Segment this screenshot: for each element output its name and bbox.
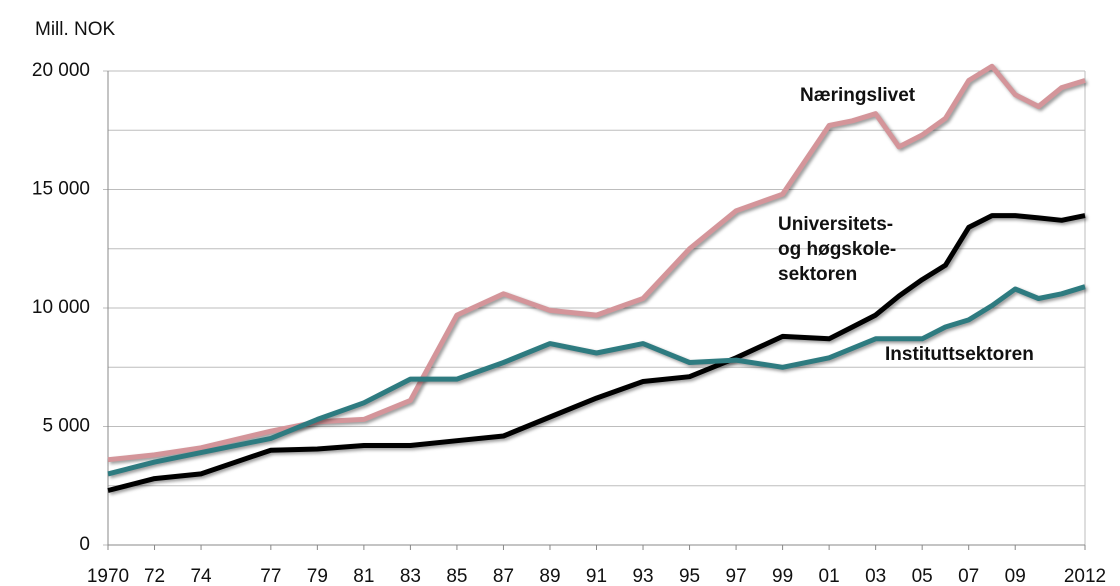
- y-tick-label: 20 000: [32, 60, 90, 81]
- series-label: Næringslivet: [800, 85, 916, 106]
- x-tick-label: 87: [493, 566, 514, 586]
- series-label-line: sektoren: [778, 264, 857, 285]
- x-tick-label: 07: [958, 566, 979, 586]
- x-tick-label: 72: [144, 566, 165, 586]
- x-tick-label: 83: [400, 566, 421, 586]
- x-tick-label: 05: [912, 566, 933, 586]
- x-tick-label: 2012: [1064, 566, 1106, 586]
- x-tick-label: 79: [307, 566, 328, 586]
- y-tick-label: 15 000: [32, 179, 90, 200]
- x-tick-label: 89: [539, 566, 560, 586]
- series-label-line: og høgskole-: [778, 239, 896, 260]
- x-tick-label: 97: [726, 566, 747, 586]
- x-tick-label: 09: [1005, 566, 1026, 586]
- y-tick-label: 0: [79, 534, 90, 555]
- series-label-line: Universitets-: [778, 214, 893, 235]
- x-tick-label: 91: [586, 566, 607, 586]
- series-label: Instituttsektoren: [885, 344, 1034, 365]
- y-tick-label: 10 000: [32, 297, 90, 318]
- x-tick-label: 99: [772, 566, 793, 586]
- y-axis-label: Mill. NOK: [35, 19, 116, 40]
- x-tick-label: 03: [865, 566, 886, 586]
- x-tick-label: 77: [260, 566, 281, 586]
- y-tick-label: 5 000: [42, 416, 90, 437]
- x-tick-label: 85: [446, 566, 467, 586]
- x-tick-label: 95: [679, 566, 700, 586]
- x-tick-label: 74: [190, 566, 212, 586]
- series-line: [107, 284, 1086, 477]
- x-tick-label: 93: [632, 566, 653, 586]
- x-tick-label: 01: [819, 566, 840, 586]
- series-label: Universitets-og høgskole-sektoren: [778, 214, 896, 285]
- x-tick-label: 1970: [87, 566, 129, 586]
- x-tick-label: 81: [353, 566, 374, 586]
- series-line: [107, 63, 1086, 463]
